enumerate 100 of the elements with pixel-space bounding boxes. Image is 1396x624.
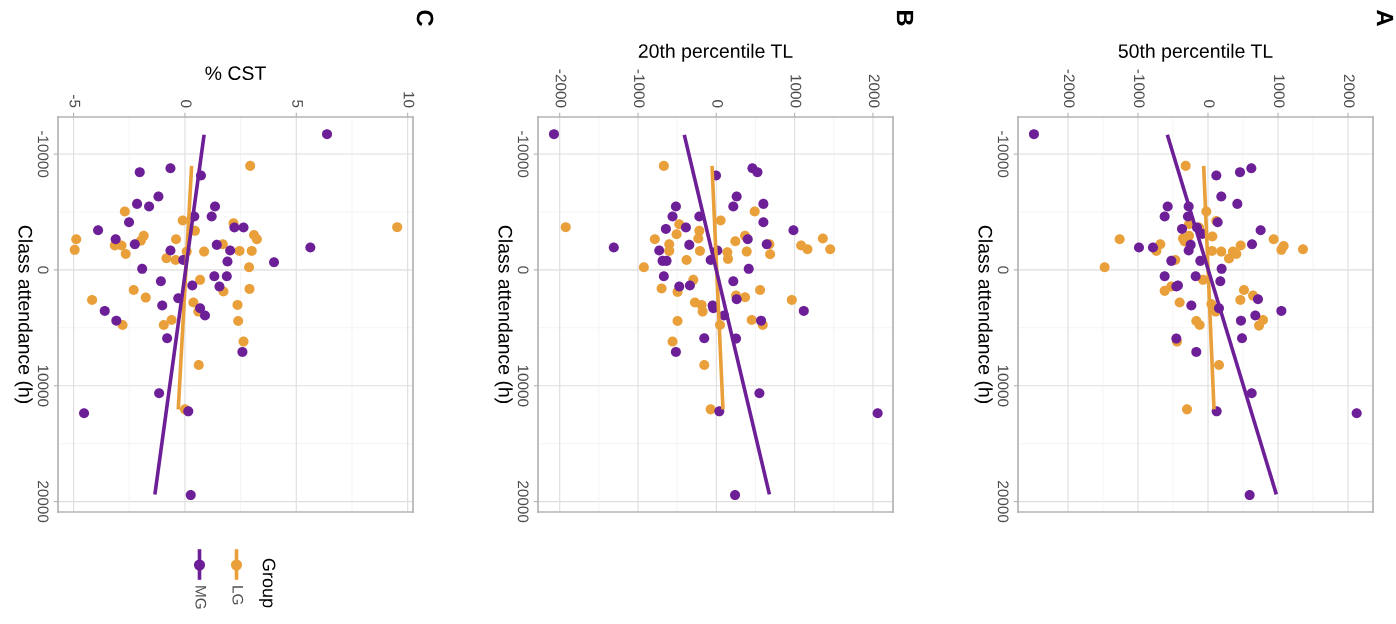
point xyxy=(87,294,98,305)
point xyxy=(728,276,739,287)
point xyxy=(798,305,809,316)
point xyxy=(741,246,752,257)
point xyxy=(1215,276,1226,287)
point xyxy=(206,211,217,222)
point xyxy=(120,248,131,259)
point xyxy=(71,234,82,245)
y-tick-label: 20000 xyxy=(37,481,49,523)
point xyxy=(1099,262,1110,273)
point xyxy=(99,305,110,316)
y-tick-label: 10000 xyxy=(517,365,529,407)
point xyxy=(658,271,669,282)
point xyxy=(162,333,173,344)
y-axis-title: Class attendance (h) xyxy=(14,225,33,404)
point xyxy=(667,336,678,347)
point xyxy=(1268,234,1279,245)
point xyxy=(743,263,754,274)
point xyxy=(1254,320,1265,331)
point xyxy=(158,319,169,330)
point xyxy=(638,262,649,273)
legend-label: MG xyxy=(195,586,207,609)
chart-title: B xyxy=(896,11,914,26)
y-axis-title: Class attendance (h) xyxy=(494,225,513,404)
x-tick-label: 2000 xyxy=(868,74,880,108)
point xyxy=(670,346,681,357)
point xyxy=(193,360,204,371)
point xyxy=(128,284,139,295)
point xyxy=(134,167,145,178)
point xyxy=(756,315,767,326)
point xyxy=(1232,198,1243,209)
point xyxy=(234,245,245,256)
point xyxy=(1186,300,1197,311)
x-tick-label: 1000 xyxy=(790,75,802,108)
point xyxy=(209,271,220,282)
point xyxy=(1276,305,1287,316)
point xyxy=(693,233,704,244)
point xyxy=(195,274,206,285)
point xyxy=(153,191,164,202)
point xyxy=(1238,284,1249,295)
point xyxy=(1180,160,1191,171)
point xyxy=(229,222,240,233)
point xyxy=(165,245,176,256)
x-axis-title: % CST xyxy=(205,66,266,81)
point xyxy=(681,254,692,265)
point xyxy=(392,222,403,233)
point xyxy=(187,280,198,291)
point xyxy=(728,201,739,212)
point xyxy=(166,314,177,325)
point xyxy=(746,314,757,325)
point xyxy=(199,246,210,257)
point xyxy=(1237,333,1248,344)
point xyxy=(731,294,742,305)
point xyxy=(110,234,121,245)
point xyxy=(788,225,799,236)
point xyxy=(119,206,130,217)
point xyxy=(1028,129,1039,140)
x-tick-label: -2000 xyxy=(555,69,567,108)
x-tick-label: 1000 xyxy=(1273,75,1285,108)
point xyxy=(244,262,255,273)
point xyxy=(672,315,683,326)
point xyxy=(731,191,742,202)
point xyxy=(680,222,691,233)
point xyxy=(1213,360,1224,371)
point xyxy=(171,234,182,245)
point xyxy=(872,408,883,419)
point xyxy=(1235,315,1246,326)
point xyxy=(740,292,751,303)
point xyxy=(817,233,828,244)
point xyxy=(238,336,249,347)
point xyxy=(232,299,243,310)
point xyxy=(758,217,769,228)
point xyxy=(132,198,143,209)
point xyxy=(137,263,148,274)
point xyxy=(1211,170,1222,181)
point xyxy=(225,245,236,256)
point xyxy=(1276,244,1287,255)
point xyxy=(1162,201,1173,212)
point xyxy=(802,244,813,255)
point xyxy=(1207,231,1218,242)
y-tick-label: 20000 xyxy=(997,481,1009,523)
point xyxy=(211,239,222,250)
point xyxy=(144,201,155,212)
point xyxy=(1174,297,1185,308)
point xyxy=(1234,167,1245,178)
point xyxy=(730,490,741,501)
point xyxy=(1223,253,1234,264)
legend-title: Group xyxy=(259,558,276,608)
y-tick-label: -10000 xyxy=(37,130,49,178)
point xyxy=(1297,244,1308,255)
point xyxy=(560,222,571,233)
point xyxy=(222,256,233,267)
point xyxy=(93,225,104,236)
y-tick-label: -10000 xyxy=(517,130,529,178)
point xyxy=(183,406,194,417)
x-tick-label: 2000 xyxy=(1343,74,1355,108)
point xyxy=(210,201,221,212)
point xyxy=(754,388,765,399)
point xyxy=(245,160,256,171)
point xyxy=(684,280,695,291)
